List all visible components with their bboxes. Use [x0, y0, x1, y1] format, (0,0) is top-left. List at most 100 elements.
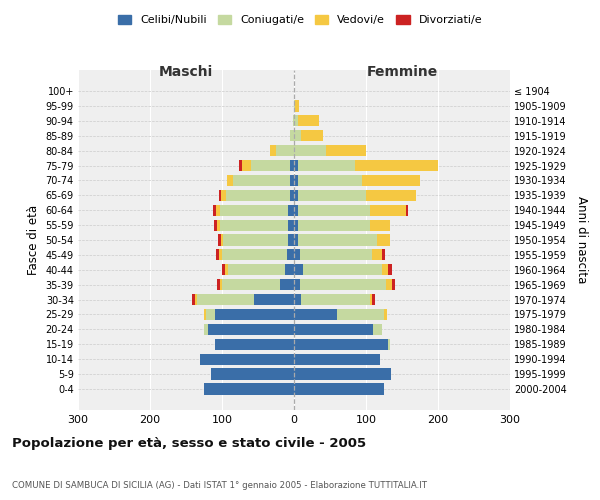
Bar [294, 100, 295, 112]
Bar [215, 338, 294, 350]
Bar [215, 309, 294, 320]
Bar [219, 190, 221, 201]
Bar [216, 250, 219, 260]
Bar [204, 384, 294, 394]
Bar [194, 294, 197, 305]
Bar [294, 279, 300, 290]
Bar [294, 354, 380, 365]
Bar [233, 175, 290, 186]
Bar [298, 175, 362, 186]
Bar [366, 190, 416, 201]
Bar [377, 234, 390, 246]
Bar [220, 279, 222, 290]
Legend: Celibi/Nubili, Coniugati/e, Vedovi/e, Divorziati/e: Celibi/Nubili, Coniugati/e, Vedovi/e, Di… [113, 10, 487, 30]
Bar [294, 309, 337, 320]
Bar [294, 368, 391, 380]
Bar [294, 115, 298, 126]
Bar [197, 294, 254, 305]
Bar [242, 160, 251, 171]
Bar [192, 294, 194, 305]
Text: COMUNE DI SAMBUCA DI SICILIA (AG) - Dati ISTAT 1° gennaio 2005 - Elaborazione TU: COMUNE DI SAMBUCA DI SICILIA (AG) - Dati… [12, 481, 427, 490]
Bar [298, 234, 377, 246]
Bar [290, 160, 294, 171]
Bar [223, 234, 288, 246]
Bar [326, 145, 366, 156]
Bar [221, 190, 226, 201]
Bar [288, 220, 294, 230]
Bar [208, 324, 294, 335]
Bar [217, 220, 220, 230]
Bar [286, 264, 294, 276]
Bar [384, 309, 387, 320]
Bar [370, 294, 373, 305]
Bar [294, 130, 301, 141]
Bar [298, 160, 355, 171]
Bar [370, 220, 390, 230]
Bar [218, 234, 221, 246]
Bar [406, 204, 409, 216]
Bar [251, 160, 290, 171]
Bar [288, 234, 294, 246]
Bar [287, 250, 294, 260]
Bar [294, 160, 298, 171]
Bar [222, 264, 225, 276]
Bar [373, 294, 376, 305]
Bar [216, 204, 220, 216]
Bar [298, 204, 370, 216]
Bar [386, 279, 392, 290]
Bar [204, 324, 208, 335]
Bar [300, 279, 386, 290]
Text: Maschi: Maschi [159, 65, 213, 79]
Bar [220, 220, 288, 230]
Bar [288, 204, 294, 216]
Bar [280, 279, 294, 290]
Bar [228, 264, 286, 276]
Bar [222, 250, 287, 260]
Bar [217, 279, 220, 290]
Bar [227, 175, 233, 186]
Bar [294, 324, 373, 335]
Bar [206, 309, 215, 320]
Bar [294, 294, 301, 305]
Bar [302, 264, 382, 276]
Bar [300, 250, 372, 260]
Bar [373, 324, 382, 335]
Bar [294, 220, 298, 230]
Bar [370, 204, 406, 216]
Y-axis label: Fasce di età: Fasce di età [27, 205, 40, 275]
Bar [290, 175, 294, 186]
Bar [298, 115, 319, 126]
Bar [382, 264, 388, 276]
Bar [294, 190, 298, 201]
Bar [219, 250, 222, 260]
Y-axis label: Anni di nascita: Anni di nascita [575, 196, 589, 284]
Bar [290, 190, 294, 201]
Bar [225, 264, 228, 276]
Bar [294, 175, 298, 186]
Bar [226, 190, 290, 201]
Bar [211, 368, 294, 380]
Bar [270, 145, 276, 156]
Bar [294, 234, 298, 246]
Bar [222, 279, 280, 290]
Bar [214, 204, 216, 216]
Bar [294, 264, 302, 276]
Bar [388, 264, 392, 276]
Bar [298, 190, 366, 201]
Bar [295, 100, 299, 112]
Bar [276, 145, 294, 156]
Bar [392, 279, 395, 290]
Bar [301, 294, 370, 305]
Bar [382, 250, 385, 260]
Bar [214, 220, 217, 230]
Bar [355, 160, 438, 171]
Bar [388, 338, 391, 350]
Bar [221, 234, 223, 246]
Bar [239, 160, 242, 171]
Bar [290, 130, 294, 141]
Bar [362, 175, 420, 186]
Bar [254, 294, 294, 305]
Bar [293, 115, 294, 126]
Bar [294, 338, 388, 350]
Bar [337, 309, 384, 320]
